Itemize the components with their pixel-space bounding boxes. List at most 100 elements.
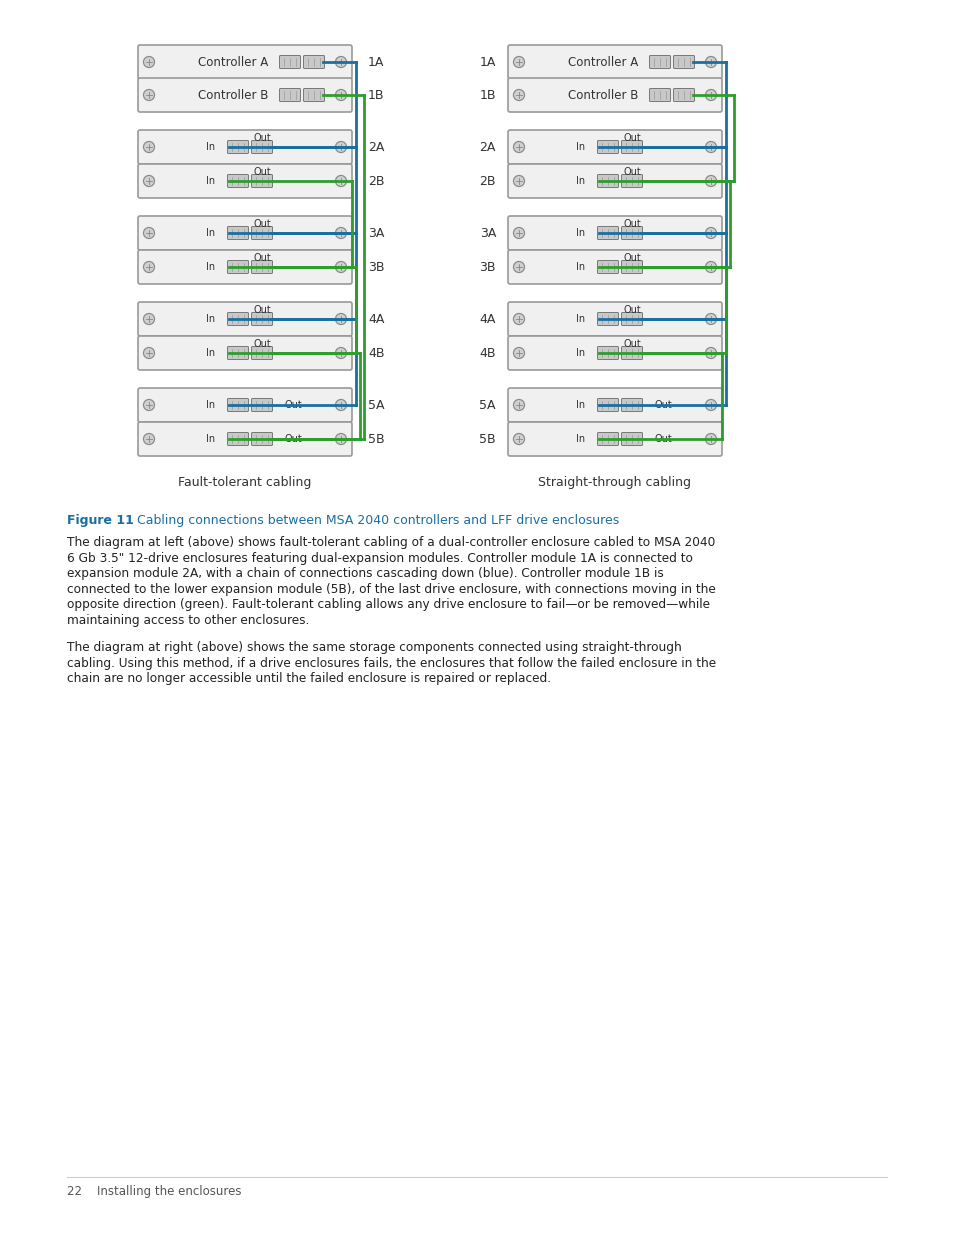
Circle shape (705, 262, 716, 273)
Text: In: In (576, 400, 584, 410)
Text: 5B: 5B (368, 432, 384, 446)
Circle shape (143, 227, 154, 238)
Text: 2A: 2A (368, 141, 384, 153)
Circle shape (513, 57, 524, 68)
Text: Out: Out (655, 400, 672, 410)
FancyBboxPatch shape (138, 164, 352, 198)
Circle shape (335, 347, 346, 358)
Text: 1A: 1A (368, 56, 384, 68)
FancyBboxPatch shape (597, 312, 618, 326)
FancyBboxPatch shape (507, 249, 721, 284)
Text: In: In (206, 142, 214, 152)
FancyBboxPatch shape (620, 399, 641, 411)
FancyBboxPatch shape (673, 89, 694, 101)
FancyBboxPatch shape (227, 261, 248, 273)
FancyBboxPatch shape (597, 347, 618, 359)
FancyBboxPatch shape (252, 226, 273, 240)
FancyBboxPatch shape (507, 164, 721, 198)
Text: In: In (576, 348, 584, 358)
Circle shape (513, 227, 524, 238)
Text: 3A: 3A (368, 226, 384, 240)
Text: Out: Out (622, 167, 640, 177)
FancyBboxPatch shape (138, 422, 352, 456)
FancyBboxPatch shape (227, 174, 248, 188)
FancyBboxPatch shape (597, 261, 618, 273)
Text: connected to the lower expansion module (5B), of the last drive enclosure, with : connected to the lower expansion module … (67, 583, 715, 595)
Circle shape (705, 227, 716, 238)
Text: Out: Out (622, 219, 640, 228)
Text: 2B: 2B (479, 174, 496, 188)
Circle shape (143, 142, 154, 152)
FancyBboxPatch shape (620, 312, 641, 326)
FancyBboxPatch shape (252, 174, 273, 188)
Circle shape (513, 433, 524, 445)
FancyBboxPatch shape (138, 130, 352, 164)
FancyBboxPatch shape (138, 336, 352, 370)
Text: Out: Out (285, 433, 302, 445)
Text: 5A: 5A (479, 399, 496, 411)
Circle shape (513, 89, 524, 100)
FancyBboxPatch shape (252, 141, 273, 153)
Circle shape (143, 89, 154, 100)
Text: expansion module 2A, with a chain of connections cascading down (blue). Controll: expansion module 2A, with a chain of con… (67, 567, 663, 580)
Text: Out: Out (253, 305, 271, 315)
Text: 1B: 1B (479, 89, 496, 101)
FancyBboxPatch shape (673, 56, 694, 68)
FancyBboxPatch shape (620, 432, 641, 446)
Text: Cabling connections between MSA 2040 controllers and LFF drive enclosures: Cabling connections between MSA 2040 con… (129, 514, 618, 527)
FancyBboxPatch shape (620, 226, 641, 240)
Text: 4A: 4A (479, 312, 496, 326)
FancyBboxPatch shape (227, 312, 248, 326)
Text: 3B: 3B (479, 261, 496, 273)
FancyBboxPatch shape (507, 303, 721, 336)
Text: Out: Out (622, 338, 640, 350)
Text: In: In (206, 177, 214, 186)
FancyBboxPatch shape (227, 399, 248, 411)
Text: maintaining access to other enclosures.: maintaining access to other enclosures. (67, 614, 309, 626)
Text: 1B: 1B (368, 89, 384, 101)
FancyBboxPatch shape (252, 347, 273, 359)
Text: In: In (576, 433, 584, 445)
Text: 4B: 4B (479, 347, 496, 359)
FancyBboxPatch shape (597, 399, 618, 411)
Text: 1A: 1A (479, 56, 496, 68)
Text: In: In (576, 142, 584, 152)
Circle shape (705, 142, 716, 152)
Text: 4B: 4B (368, 347, 384, 359)
Text: The diagram at left (above) shows fault-tolerant cabling of a dual-controller en: The diagram at left (above) shows fault-… (67, 536, 715, 550)
FancyBboxPatch shape (138, 44, 352, 79)
Circle shape (335, 89, 346, 100)
Circle shape (335, 433, 346, 445)
FancyBboxPatch shape (252, 312, 273, 326)
Circle shape (513, 142, 524, 152)
Text: In: In (576, 314, 584, 324)
FancyBboxPatch shape (138, 216, 352, 249)
FancyBboxPatch shape (507, 44, 721, 79)
Text: 3B: 3B (368, 261, 384, 273)
Text: 22    Installing the enclosures: 22 Installing the enclosures (67, 1186, 241, 1198)
FancyBboxPatch shape (252, 432, 273, 446)
Circle shape (335, 227, 346, 238)
Text: Controller B: Controller B (197, 89, 268, 101)
FancyBboxPatch shape (227, 141, 248, 153)
FancyBboxPatch shape (138, 249, 352, 284)
Text: Controller B: Controller B (567, 89, 638, 101)
Circle shape (143, 175, 154, 186)
Circle shape (143, 347, 154, 358)
Circle shape (513, 262, 524, 273)
Circle shape (705, 314, 716, 325)
FancyBboxPatch shape (649, 89, 670, 101)
Text: 6 Gb 3.5" 12-drive enclosures featuring dual-expansion modules. Controller modul: 6 Gb 3.5" 12-drive enclosures featuring … (67, 552, 692, 564)
Circle shape (335, 57, 346, 68)
Text: 2A: 2A (479, 141, 496, 153)
Text: 4A: 4A (368, 312, 384, 326)
FancyBboxPatch shape (507, 422, 721, 456)
Text: Out: Out (253, 219, 271, 228)
Text: In: In (206, 433, 214, 445)
Circle shape (705, 399, 716, 410)
Text: In: In (206, 400, 214, 410)
Text: chain are no longer accessible until the failed enclosure is repaired or replace: chain are no longer accessible until the… (67, 672, 551, 685)
Text: In: In (206, 228, 214, 238)
Circle shape (705, 89, 716, 100)
Text: opposite direction (green). Fault-tolerant cabling allows any drive enclosure to: opposite direction (green). Fault-tolera… (67, 598, 709, 611)
